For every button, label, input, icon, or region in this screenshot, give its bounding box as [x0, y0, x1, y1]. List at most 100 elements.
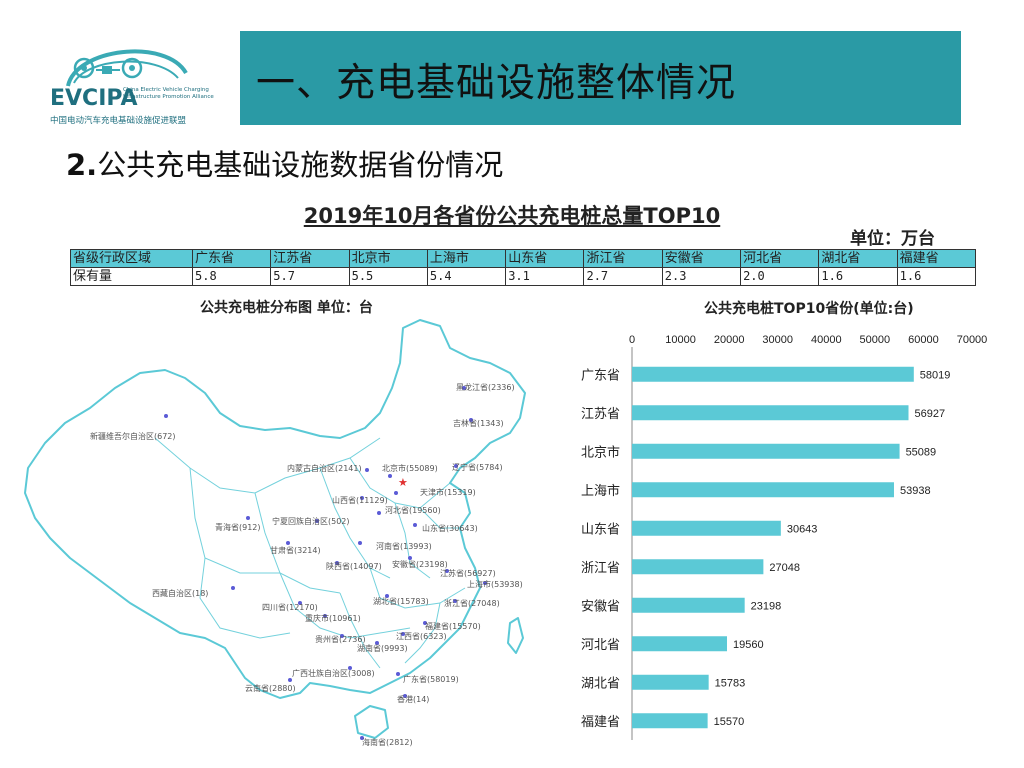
- bar: [632, 597, 745, 613]
- capital-star-icon: ★: [398, 476, 408, 489]
- category-label: 山东省: [581, 522, 620, 537]
- table-header-cell: 江苏省: [270, 249, 350, 268]
- table-cell: 5.7: [270, 267, 350, 286]
- subtitle-text: 公共充电基础设施数据省份情况: [97, 148, 504, 182]
- title-banner: [240, 31, 961, 125]
- bar: [632, 559, 764, 575]
- data-label: 27048: [769, 562, 800, 574]
- map-label: 甘肃省(3214): [270, 545, 321, 555]
- map-label: 云南省(2880): [245, 683, 296, 693]
- category-label: 安徽省: [581, 599, 620, 614]
- table-row: 保有量 5.8 5.7 5.5 5.4 3.1 2.7 2.3 2.0 1.6 …: [70, 267, 977, 286]
- data-label: 53938: [900, 485, 931, 497]
- map-label: 广西壮族自治区(3008): [292, 668, 375, 678]
- map-title: 公共充电桩分布图 单位：台: [200, 300, 373, 316]
- evcipa-logo: [66, 49, 188, 87]
- table-header-cell: 河北省: [740, 249, 820, 268]
- map-label: 新疆维吾尔自治区(672): [90, 431, 176, 441]
- map-label: 青海省(912): [215, 522, 261, 532]
- x-tick-label: 50000: [860, 334, 891, 346]
- bar: [632, 443, 900, 459]
- bar: [632, 405, 909, 421]
- table-cell: 2.3: [661, 267, 742, 286]
- map-label: 陕西省(14097): [326, 561, 382, 571]
- map-label: 海南省(2812): [362, 737, 413, 747]
- table-cell: 2.0: [740, 267, 820, 286]
- table-cell: 保有量: [70, 267, 193, 286]
- data-label: 15783: [715, 677, 746, 689]
- bar: [632, 674, 709, 690]
- table-header-cell: 福建省: [896, 249, 977, 268]
- table-header-row: 省级行政区域 广东省 江苏省 北京市 上海市 山东省 浙江省 安徽省 河北省 湖…: [70, 249, 977, 268]
- map-label: 上海市(53938): [467, 579, 523, 589]
- map-label: 宁夏回族自治区(502): [272, 516, 350, 526]
- x-tick-label: 70000: [957, 334, 988, 346]
- map-label: 湖南省(9993): [357, 643, 408, 653]
- section-subtitle: 2.公共充电基础设施数据省份情况: [66, 142, 503, 184]
- map-label: 天津市(15319): [420, 487, 476, 497]
- x-tick-label: 30000: [762, 334, 793, 346]
- map-label: 内蒙古自治区(2141): [287, 463, 362, 473]
- map-label: 广东省(58019): [403, 674, 459, 684]
- map-label: 江苏省(56927): [440, 568, 496, 578]
- table-header-cell: 浙江省: [583, 249, 663, 268]
- data-label: 23198: [751, 600, 782, 612]
- category-label: 广东省: [581, 368, 620, 383]
- bar: [632, 520, 781, 536]
- x-tick-label: 40000: [811, 334, 842, 346]
- top10-bar-chart: 0 10000 20000 30000 40000 50000 60000 70000 广东省 5…: [581, 334, 988, 740]
- table-header-cell: 广东省: [191, 249, 272, 268]
- table-header-cell: 北京市: [348, 249, 428, 268]
- map-label: 河北省(19560): [385, 505, 441, 515]
- table-cell: 3.1: [505, 267, 585, 286]
- province-borders: [154, 437, 466, 669]
- table-header-cell: 山东省: [505, 249, 585, 268]
- map-label: 山东省(30643): [422, 523, 478, 533]
- page-title: 一、充电基础设施整体情况: [256, 61, 737, 106]
- top10-table: 省级行政区域 广东省 江苏省 北京市 上海市 山东省 浙江省 安徽省 河北省 湖…: [70, 249, 977, 286]
- chart-title: 公共充电桩TOP10省份(单位:台): [704, 301, 914, 317]
- category-label: 浙江省: [581, 561, 620, 576]
- map-outline: [24, 319, 526, 739]
- table-cell: 5.5: [348, 267, 428, 286]
- subtitle-number: 2.: [66, 148, 98, 182]
- x-tick-label: 60000: [908, 334, 939, 346]
- data-label: 58019: [920, 369, 951, 381]
- map-label: 西藏自治区(18): [152, 588, 208, 598]
- bar: [632, 636, 728, 652]
- category-label: 北京市: [581, 444, 620, 460]
- unit-label: 单位：万台: [850, 229, 935, 249]
- category-label: 河北省: [581, 638, 620, 653]
- logo-subtitle: China Electric Vehicle Charging Infrastr…: [123, 87, 214, 100]
- bar: [632, 713, 708, 729]
- logo-chinese-name: 中国电动汽车充电基础设施促进联盟: [50, 116, 187, 126]
- table-cell: 5.8: [191, 267, 272, 286]
- category-label: 江苏省: [581, 406, 620, 422]
- table-header-cell: 省级行政区域: [70, 249, 193, 268]
- china-charging-map: ★ 黑龙江省(2336) 吉林省(1343) 辽宁省(5784) 新疆维吾尔自治…: [24, 319, 526, 747]
- table-cell: 2.7: [583, 267, 663, 286]
- map-label: 香港(14): [397, 694, 429, 704]
- map-label: 四川省(12170): [262, 602, 318, 612]
- category-label: 福建省: [581, 715, 620, 730]
- table-cell: 1.6: [896, 267, 977, 286]
- x-tick-label: 10000: [665, 334, 696, 346]
- data-label: 19560: [733, 639, 764, 651]
- map-label: 安徽省(23198): [392, 559, 448, 569]
- data-label: 56927: [915, 408, 946, 420]
- x-tick-label: 20000: [714, 334, 745, 346]
- map-dots: [164, 386, 487, 740]
- table-header-cell: 上海市: [426, 249, 507, 268]
- map-label: 重庆市(10961): [305, 613, 361, 623]
- map-label: 江西省(6323): [396, 631, 447, 641]
- bar: [632, 366, 914, 382]
- data-label: 55089: [906, 446, 937, 458]
- map-label: 黑龙江省(2336): [456, 382, 515, 392]
- map-label: 吉林省(1343): [453, 418, 504, 428]
- data-label: 15570: [714, 716, 745, 728]
- table-header-cell: 安徽省: [661, 249, 742, 268]
- map-labels: 黑龙江省(2336) 吉林省(1343) 辽宁省(5784) 新疆维吾尔自治区(…: [90, 382, 523, 747]
- map-label: 湖北省(15783): [373, 596, 429, 606]
- x-tick-label: 0: [629, 334, 635, 346]
- category-label: 湖北省: [581, 676, 620, 691]
